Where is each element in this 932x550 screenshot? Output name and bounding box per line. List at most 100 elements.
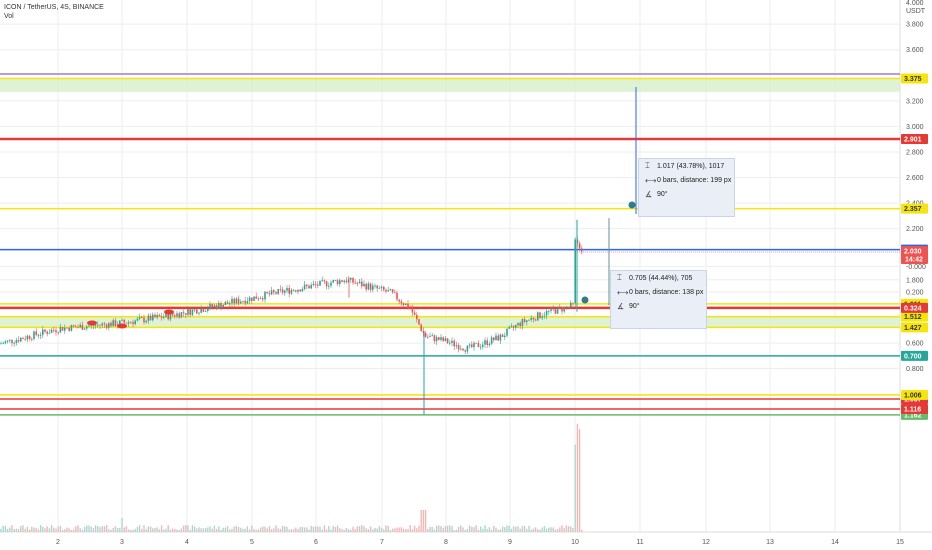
- price-level-tag: 1.427: [901, 322, 928, 332]
- volume-indicator-label[interactable]: Vol: [4, 12, 104, 21]
- candle: [379, 286, 381, 289]
- candle: [489, 342, 491, 348]
- candle: [18, 336, 20, 343]
- bars-icon: ⟷: [645, 176, 657, 185]
- note-bubble-icon[interactable]: [582, 297, 589, 304]
- price-level-tag: 2.357: [901, 204, 928, 214]
- candle: [368, 281, 370, 290]
- candle: [471, 341, 473, 348]
- candle: [563, 307, 565, 313]
- candle: [233, 297, 235, 307]
- candle: [363, 280, 365, 287]
- candle: [434, 334, 436, 344]
- candle: [372, 283, 374, 293]
- price-level-tag: 0.700: [901, 351, 928, 361]
- candle: [346, 277, 348, 284]
- measure-bars: 0 bars, distance: 138 px: [629, 289, 703, 296]
- signal-marker[interactable]: [87, 321, 97, 326]
- candle: [357, 282, 359, 287]
- candle: [374, 284, 376, 289]
- candle: [515, 324, 517, 330]
- candle: [229, 301, 231, 307]
- candle: [475, 343, 477, 344]
- price-tick: 0.800: [906, 366, 924, 373]
- candle: [71, 325, 73, 332]
- candle: [387, 287, 389, 292]
- candle: [581, 245, 583, 254]
- candle: [231, 296, 233, 307]
- candle: [449, 340, 451, 346]
- candle: [304, 281, 306, 291]
- candle: [500, 334, 502, 345]
- candle: [412, 305, 414, 316]
- signal-marker[interactable]: [117, 324, 127, 329]
- candle: [66, 327, 68, 328]
- candle: [310, 282, 312, 289]
- price-tick: 4.000: [906, 0, 924, 7]
- price-tick: -0.000: [906, 264, 926, 271]
- sr-zone[interactable]: [0, 78, 900, 91]
- candle: [464, 349, 466, 354]
- candle: [392, 289, 394, 294]
- candle: [460, 345, 462, 350]
- candle: [326, 281, 328, 290]
- signal-marker[interactable]: [164, 310, 174, 315]
- candle: [574, 237, 576, 306]
- candle: [253, 296, 255, 301]
- candle: [258, 297, 260, 302]
- candle: [13, 341, 15, 347]
- candle: [150, 313, 152, 320]
- candle: [438, 337, 440, 341]
- candle: [548, 310, 550, 315]
- candle: [317, 281, 319, 288]
- candle: [277, 289, 279, 295]
- candle: [5, 340, 7, 344]
- price-tag-label: 1.512: [904, 314, 922, 321]
- candle: [249, 296, 251, 304]
- candle: [328, 282, 330, 289]
- candle: [467, 345, 469, 354]
- note-bubble-icon[interactable]: [629, 202, 636, 209]
- price-tick: 3.800: [906, 22, 924, 29]
- candle: [495, 333, 497, 341]
- candle: [29, 335, 31, 341]
- time-tick: 5: [250, 539, 254, 546]
- candle: [504, 333, 506, 341]
- price-tag-label: 1.427: [904, 325, 922, 332]
- candle: [46, 330, 48, 336]
- candle: [458, 343, 460, 352]
- candle: [429, 333, 431, 338]
- candle: [196, 309, 198, 314]
- candle: [493, 337, 495, 342]
- price-level-tag: 1.116: [901, 404, 928, 414]
- symbol-title[interactable]: ICON / TetherUS, 4S, BINANCE: [4, 3, 104, 12]
- candle: [431, 333, 433, 336]
- price-level-tag: 0.324: [901, 303, 928, 313]
- time-tick: 12: [702, 539, 710, 546]
- candle: [22, 337, 24, 340]
- candle: [401, 299, 403, 306]
- measure-angle: 90°: [629, 303, 640, 310]
- time-tick: 13: [766, 539, 774, 546]
- candle: [16, 338, 18, 346]
- candle: [282, 287, 284, 295]
- measure-change: 0.705 (44.44%), 705: [629, 275, 692, 282]
- angle-icon: ∡: [617, 302, 629, 311]
- time-tick: 2: [56, 539, 60, 546]
- bars-icon: ⟷: [617, 288, 629, 297]
- candle: [108, 322, 110, 330]
- candle: [482, 341, 484, 349]
- price-tag-label: 3.375: [904, 76, 922, 83]
- candle: [62, 327, 64, 331]
- measure-change: 1.017 (43.78%), 1017: [657, 163, 724, 170]
- price-tag-label: 0.700: [904, 353, 922, 360]
- candle: [44, 329, 46, 333]
- candle: [390, 289, 392, 291]
- candle: [240, 299, 242, 304]
- angle-icon: ∡: [645, 190, 657, 199]
- price-tag-label: 2.901: [904, 137, 922, 144]
- candle: [425, 331, 427, 338]
- candle: [335, 280, 337, 281]
